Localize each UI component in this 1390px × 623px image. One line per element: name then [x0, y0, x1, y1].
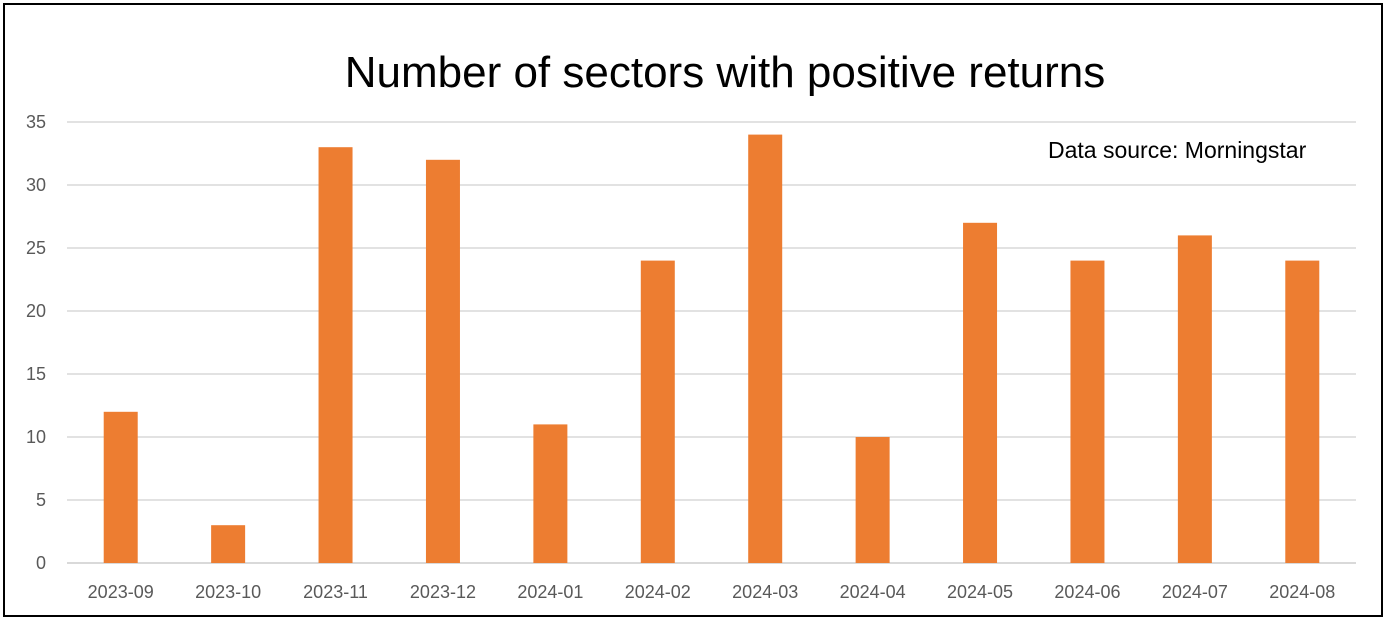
bar-2024-07	[1177, 235, 1212, 563]
chart-frame	[3, 3, 1383, 617]
bar-2024-03	[748, 134, 783, 563]
y-tick-label: 35	[26, 112, 46, 132]
y-tick-label: 0	[36, 553, 46, 573]
bar-2024-04	[855, 437, 890, 563]
x-tick-label: 2024-06	[1054, 582, 1120, 602]
x-tick-label: 2023-09	[88, 582, 154, 602]
y-tick-label: 5	[36, 490, 46, 510]
bar-2024-06	[1070, 260, 1105, 563]
bar-2024-02	[640, 260, 675, 563]
x-tick-label: 2024-04	[840, 582, 906, 602]
bar-2024-08	[1285, 260, 1320, 563]
data-source-annotation: Data source: Morningstar	[1048, 137, 1307, 163]
y-tick-label: 10	[26, 427, 46, 447]
x-tick-label: 2023-10	[195, 582, 261, 602]
bar-2024-01	[533, 424, 568, 563]
bar-2023-10	[211, 525, 246, 563]
x-tick-label: 2023-12	[410, 582, 476, 602]
y-tick-label: 25	[26, 238, 46, 258]
x-tick-label: 2024-01	[517, 582, 583, 602]
y-tick-label: 15	[26, 364, 46, 384]
x-tick-label: 2024-07	[1162, 582, 1228, 602]
x-tick-label: 2024-02	[625, 582, 691, 602]
bar-2023-09	[103, 411, 138, 563]
y-axis-ticks: 0 5 10 15 20 25 30 35	[26, 112, 46, 573]
x-axis-ticks: 2023-09 2023-10 2023-11 2023-12 2024-01 2024-…	[88, 582, 1336, 602]
bar-2023-12	[425, 159, 460, 564]
x-tick-label: 2023-11	[303, 582, 368, 602]
y-tick-label: 20	[26, 301, 46, 321]
x-tick-label: 2024-05	[947, 582, 1013, 602]
x-tick-label: 2024-08	[1269, 582, 1335, 602]
chart-title: Number of sectors with positive returns	[344, 48, 1106, 97]
y-tick-label: 30	[26, 175, 46, 195]
bar-2024-05	[963, 222, 998, 564]
bar-2023-11	[318, 147, 353, 563]
gridlines	[67, 121, 1356, 564]
x-tick-label: 2024-03	[732, 582, 798, 602]
bars	[103, 134, 1320, 564]
